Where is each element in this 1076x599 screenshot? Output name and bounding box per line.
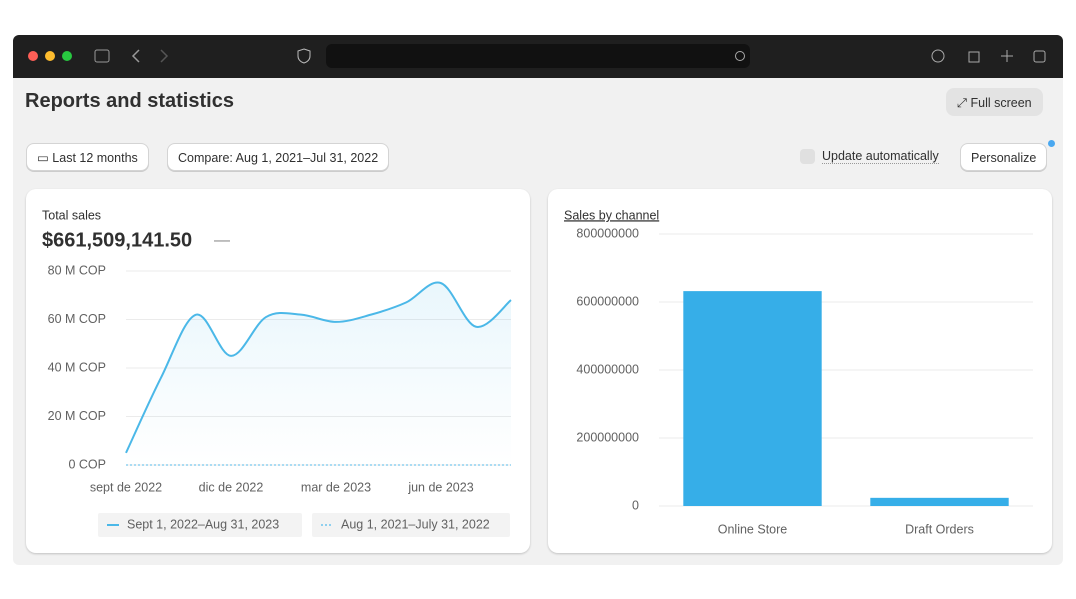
- legend-box: [98, 513, 302, 537]
- browser-window: Reports and statistics ⤢ Full screen ▭ L…: [13, 35, 1063, 565]
- legend-label: Aug 1, 2021–July 31, 2022: [341, 517, 490, 531]
- y-tick-label: 80 M COP: [48, 263, 106, 277]
- zoom-dot[interactable]: [62, 51, 72, 61]
- chart: Total sales $661,509,141.50 — 0 COP 20 M COP…: [42, 208, 512, 537]
- chart-title: Total sales: [42, 208, 101, 222]
- share-icon[interactable]: [968, 51, 980, 63]
- notification-dot: [1048, 140, 1055, 147]
- line: [125, 281, 512, 454]
- browser-toolbar: [13, 35, 1063, 78]
- x-tick-label: mar de 2023: [301, 480, 371, 494]
- y-tick-label: 800000000: [576, 226, 639, 240]
- button-label: Full screen: [970, 96, 1032, 110]
- y-tick-label: 0 COP: [68, 457, 106, 471]
- x-tick-label: Online Store: [718, 522, 788, 536]
- y-tick-label: 600000000: [576, 294, 639, 308]
- button-label: Last 12 months: [52, 151, 138, 165]
- minimize-dot[interactable]: [45, 51, 55, 61]
- y-tick-label: 60 M COP: [48, 312, 106, 326]
- x-tick-label: jun de 2023: [407, 480, 473, 494]
- chart: Sales by channel 0 200000000 400000000 60000…: [564, 208, 1033, 536]
- download-icon[interactable]: [931, 49, 945, 63]
- date-range-button[interactable]: ▭ Last 12 months: [26, 143, 149, 171]
- legend-box: [312, 513, 510, 537]
- y-tick-label: 200000000: [576, 430, 639, 444]
- x-tick-label: dic de 2022: [199, 480, 264, 494]
- bar: [683, 291, 822, 506]
- full-screen-button[interactable]: ⤢ Full screen: [946, 88, 1043, 116]
- back-icon[interactable]: [131, 49, 140, 63]
- new-tab-icon[interactable]: [1001, 50, 1013, 62]
- page-title: Reports and statistics: [25, 90, 234, 112]
- shield-icon: [297, 48, 311, 64]
- y-tick-label: 20 M COP: [48, 409, 106, 423]
- address-bar[interactable]: [326, 44, 750, 68]
- y-tick-label: 40 M COP: [48, 360, 106, 374]
- personalize-button[interactable]: Personalize: [960, 143, 1048, 171]
- checkbox[interactable]: [800, 149, 815, 164]
- sidebar-icon[interactable]: [94, 49, 110, 63]
- x-tick-label: sept de 2022: [90, 480, 162, 494]
- close-dot[interactable]: [28, 51, 38, 61]
- chart-title: Sales by channel: [564, 208, 659, 222]
- reload-icon[interactable]: [735, 51, 745, 61]
- total-change: —: [214, 232, 230, 249]
- forward-icon[interactable]: [160, 49, 169, 63]
- card: Sales by channel 0 200000000 400000000 60000…: [548, 189, 1052, 553]
- x-tick-label: Draft Orders: [905, 522, 974, 536]
- browser-controls: [28, 44, 1046, 68]
- area: [126, 282, 511, 465]
- compare-button[interactable]: Compare: Aug 1, 2021–Jul 31, 2022: [167, 143, 390, 171]
- card: Total sales $661,509,141.50 — 0 COP 20 M COP…: [26, 189, 530, 553]
- y-tick-label: 0: [632, 498, 639, 512]
- bar: [870, 497, 1009, 506]
- tabs-icon[interactable]: [1033, 50, 1046, 63]
- checkbox-label[interactable]: Update automatically: [822, 149, 939, 164]
- legend-label: Sept 1, 2022–Aug 31, 2023: [127, 517, 279, 531]
- total-value: $661,509,141.50: [42, 229, 192, 251]
- y-tick-label: 400000000: [576, 362, 639, 376]
